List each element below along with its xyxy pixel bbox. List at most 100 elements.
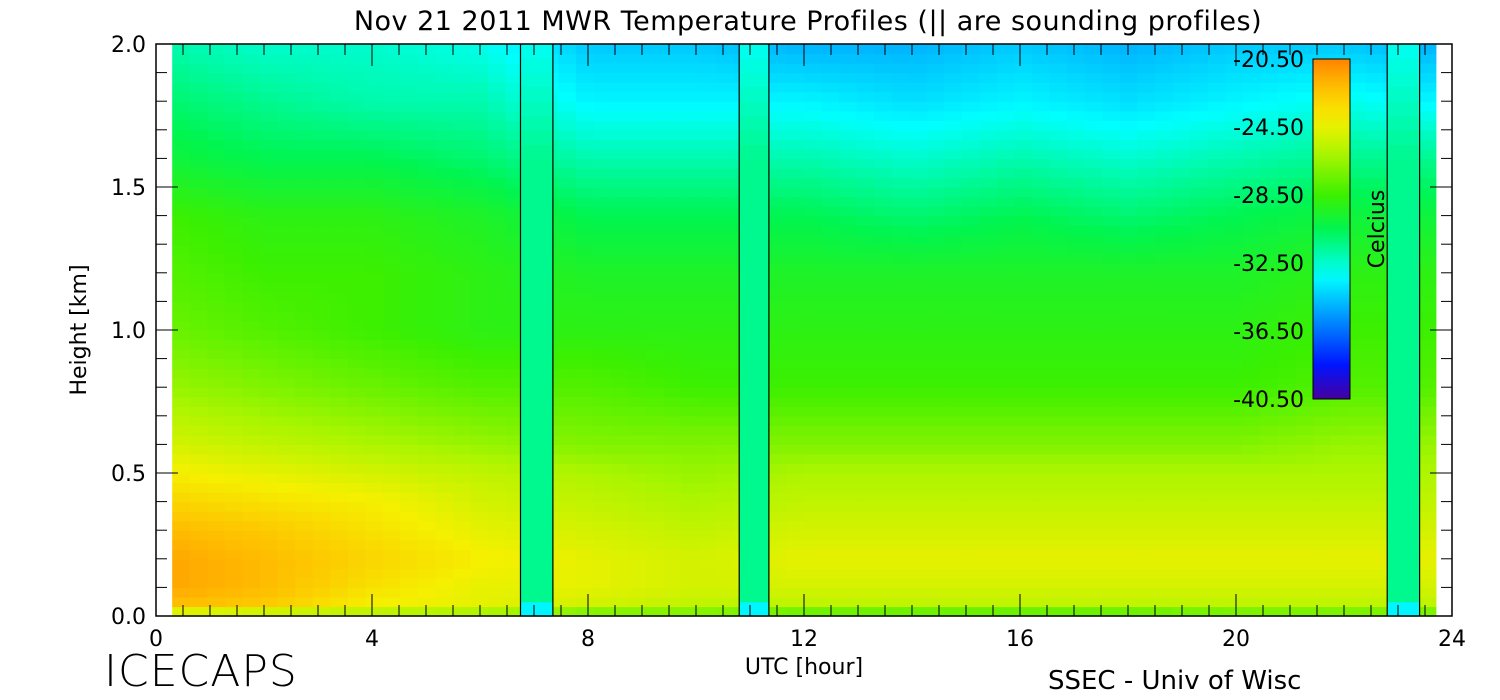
heatmap-cell: [1102, 549, 1121, 560]
sounding-profile-cell: [739, 272, 769, 288]
heatmap-cell: [1137, 501, 1156, 512]
heatmap-cell: [488, 244, 507, 255]
heatmap-cell: [681, 291, 700, 302]
heatmap-cell: [172, 492, 191, 503]
heatmap-cell: [646, 520, 665, 531]
heatmap-cell: [189, 387, 208, 398]
heatmap-cell: [646, 263, 665, 274]
heatmap-cell: [1032, 253, 1051, 264]
heatmap-cell: [1242, 377, 1261, 388]
heatmap-cell: [505, 320, 524, 331]
heatmap-cell: [786, 177, 805, 188]
heatmap-cell: [1067, 101, 1086, 112]
heatmap-cell: [610, 82, 630, 93]
heatmap-cell: [558, 511, 577, 522]
heatmap-cell: [1225, 606, 1244, 617]
heatmap-cell: [575, 539, 594, 550]
heatmap-cell: [1049, 310, 1068, 322]
heatmap-cell: [417, 349, 437, 360]
heatmap-cell: [330, 234, 349, 245]
heatmap-cell: [312, 53, 331, 64]
heatmap-cell: [189, 101, 208, 112]
heatmap-cell: [663, 520, 682, 531]
heatmap-cell: [1418, 596, 1437, 608]
heatmap-cell: [1348, 72, 1367, 83]
heatmap-cell: [698, 434, 717, 445]
heatmap-cell: [979, 406, 998, 417]
heatmap-cell: [663, 368, 682, 379]
heatmap-cell: [839, 206, 858, 217]
heatmap-cell: [874, 148, 893, 159]
heatmap-cell: [646, 406, 665, 417]
heatmap-cell: [382, 234, 401, 245]
heatmap-cell: [663, 606, 682, 617]
heatmap-cell: [1277, 453, 1296, 465]
heatmap-cell: [628, 215, 647, 226]
heatmap-cell: [681, 482, 700, 493]
heatmap-cell: [189, 453, 208, 465]
heatmap-cell: [1365, 368, 1384, 379]
heatmap-cell: [839, 444, 858, 455]
heatmap-cell: [997, 520, 1016, 531]
heatmap-cell: [1225, 101, 1244, 112]
heatmap-cell: [172, 511, 191, 522]
heatmap-cell: [417, 558, 437, 569]
heatmap-cell: [997, 339, 1016, 350]
heatmap-cell: [628, 301, 647, 312]
heatmap-cell: [488, 167, 507, 179]
heatmap-cell: [874, 167, 893, 179]
heatmap-cell: [400, 44, 419, 55]
heatmap-cell: [207, 349, 226, 360]
heatmap-cell: [926, 253, 945, 264]
heatmap-cell: [277, 501, 296, 512]
heatmap-cell: [1172, 396, 1191, 407]
heatmap-cell: [1312, 577, 1332, 588]
heatmap-cell: [997, 291, 1016, 302]
heatmap-cell: [979, 196, 998, 207]
heatmap-cell: [575, 368, 594, 379]
heatmap-cell: [172, 148, 191, 159]
heatmap-cell: [172, 263, 191, 274]
heatmap-cell: [453, 177, 472, 188]
heatmap-cell: [979, 444, 998, 455]
heatmap-cell: [646, 101, 665, 112]
heatmap-cell: [400, 377, 419, 388]
heatmap-cell: [1225, 406, 1244, 417]
heatmap-cell: [1207, 577, 1226, 588]
heatmap-cell: [839, 539, 858, 550]
heatmap-cell: [628, 349, 647, 360]
sounding-profile-cell: [1387, 287, 1420, 302]
heatmap-cell: [1137, 310, 1156, 322]
heatmap-cell: [874, 310, 893, 322]
heatmap-cell: [768, 530, 788, 541]
heatmap-cell: [224, 215, 243, 226]
chart-title: Nov 21 2011 MWR Temperature Profiles (||…: [354, 6, 1262, 37]
heatmap-cell: [1032, 301, 1051, 312]
heatmap-cell: [1119, 387, 1139, 398]
heatmap-cell: [575, 63, 594, 74]
heatmap-cell: [435, 434, 454, 445]
heatmap-cell: [259, 225, 279, 236]
heatmap-cell: [874, 349, 893, 360]
heatmap-cell: [944, 549, 963, 560]
heatmap-cell: [786, 282, 805, 293]
heatmap-cell: [1418, 158, 1437, 169]
heatmap-cell: [698, 158, 717, 169]
heatmap-cell: [330, 596, 349, 608]
heatmap-cell: [926, 339, 945, 350]
heatmap-cell: [470, 425, 489, 436]
heatmap-cell: [470, 596, 489, 608]
heatmap-cell: [909, 234, 928, 245]
heatmap-cell: [997, 110, 1016, 121]
heatmap-cell: [593, 301, 612, 312]
heatmap-cell: [1348, 463, 1367, 474]
heatmap-cell: [488, 606, 507, 617]
heatmap-cell: [1207, 387, 1226, 398]
heatmap-cell: [470, 520, 489, 531]
heatmap-cell: [1225, 91, 1244, 102]
heatmap-cell: [997, 101, 1016, 112]
heatmap-cell: [1365, 263, 1384, 274]
heatmap-cell: [997, 501, 1016, 512]
heatmap-cell: [470, 577, 489, 588]
heatmap-cell: [330, 129, 349, 140]
